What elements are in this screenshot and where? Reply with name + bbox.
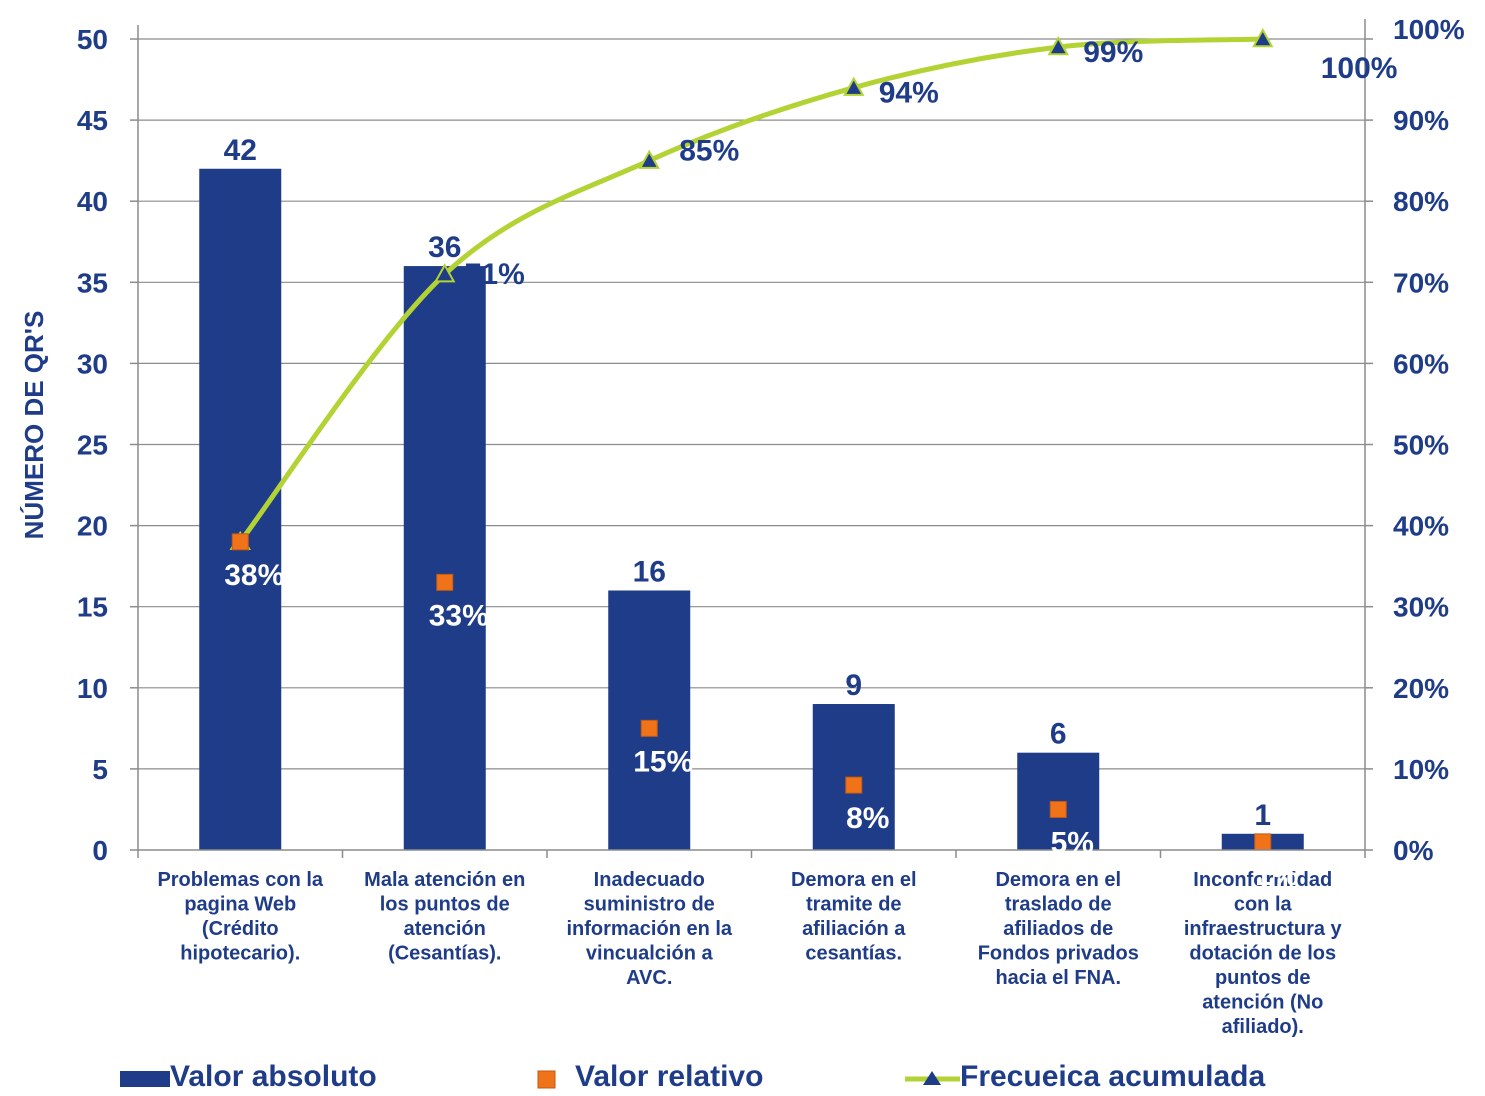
relative-value-label: 1% [1255, 859, 1298, 892]
relative-marker [436, 573, 454, 591]
bar-value-label: 1 [1254, 799, 1271, 832]
x-tick-label: hipotecario). [180, 943, 300, 965]
x-tick-label: suministro de [584, 894, 715, 916]
grid [138, 38, 1365, 770]
y-right-tick-label: 0% [1393, 835, 1434, 866]
x-tick-label: (Crédito [202, 918, 279, 940]
legend-bar-swatch [120, 1070, 960, 1089]
bar-value-label: 36 [428, 231, 461, 264]
relative-marker [1049, 800, 1067, 818]
y-right-tick-label: 20% [1393, 673, 1449, 704]
y-right-tick-label: 40% [1393, 511, 1449, 542]
relative-value-label: 8% [846, 802, 889, 835]
legend: Valor absoluto Valor relativo Frecueica … [0, 1060, 1485, 1096]
bar [199, 168, 282, 850]
y-left-tick-label: 5 [92, 754, 108, 785]
x-tick-label: traslado de [1005, 894, 1112, 916]
y-right-tick-label: 70% [1393, 267, 1449, 298]
y-left-tick-label: 40 [77, 186, 108, 217]
y-left-tick-label: 15 [77, 592, 108, 623]
x-tick-label: afiliados de [1003, 918, 1113, 940]
relative-marker [231, 533, 249, 551]
x-tick-label: con la [1234, 894, 1293, 916]
y-right-tick-label: 50% [1393, 430, 1449, 461]
y-left-tick-label: 25 [77, 430, 108, 461]
bar [403, 266, 486, 851]
data-labels: 42 36 16 9 6 1 71% 85% 94% 99% 100% 38% 33% 15% 8% 5% 1% [224, 36, 1398, 892]
cumulative-value-label: 85% [679, 135, 739, 168]
x-tick-label: Demora en el [791, 869, 917, 891]
cumulative-value-label: 99% [1083, 36, 1143, 69]
cumulative-point [1252, 27, 1274, 48]
cumulative-value-label: 94% [879, 77, 939, 110]
y-left-tick-label: 50 [77, 24, 108, 55]
relative-value-label: 15% [633, 745, 693, 778]
x-tick-label: hacia el FNA. [995, 967, 1121, 989]
bars [199, 168, 1304, 851]
x-tick-label: cesantías. [805, 943, 902, 965]
relative-marker [1254, 833, 1272, 851]
cumulative-point [1047, 36, 1069, 56]
y-left-tick-label: 10 [77, 673, 108, 704]
x-tick-label: afiliado). [1222, 1016, 1304, 1038]
y-left-tick-label: 45 [77, 105, 108, 136]
cumulative-point [434, 263, 456, 283]
y-right-tick-label: 80% [1393, 186, 1449, 217]
cumulative-value-label: 100% [1321, 52, 1398, 85]
y-left-tick-label: 35 [77, 267, 108, 298]
y-right-tick-label: 30% [1393, 592, 1449, 623]
relative-marker [640, 719, 658, 737]
relative-markers [231, 533, 1272, 851]
x-tick-label: (Cesantías). [388, 943, 501, 965]
legend-label-relative: Valor relativo [575, 1060, 764, 1093]
x-tick-label: tramite de [806, 894, 902, 916]
bar-value-label: 16 [633, 555, 666, 588]
axes: 0 5 10 15 20 25 30 35 40 45 50 0% 10% 20% 30% 40% 50% 60%… [77, 14, 1465, 1038]
legend-label-absolute: Valor absoluto [170, 1060, 377, 1093]
x-tick-label: vincualción a [586, 943, 714, 965]
y-right-tick-label: 100% [1393, 14, 1465, 45]
x-tick-label: Mala atención en [364, 869, 525, 891]
pareto-chart: 0 5 10 15 20 25 30 35 40 45 50 0% 10% 20% 30% 40% 50% 60%… [19, 14, 1465, 1038]
legend-label-cumulative: Frecueica acumulada [960, 1060, 1266, 1093]
bar-value-label: 6 [1050, 718, 1067, 751]
x-tick-label: Inadecuado [594, 869, 705, 891]
y-right-tick-label: 10% [1393, 754, 1449, 785]
y-right-tick-label: 90% [1393, 105, 1449, 136]
x-tick-label: pagina Web [184, 894, 296, 916]
cumulative-point [843, 76, 865, 96]
cumulative-line-path [238, 36, 1263, 544]
y-left-tick-label: 0 [92, 835, 108, 866]
relative-value-label: 38% [224, 559, 284, 592]
bar-value-label: 42 [224, 134, 257, 167]
relative-value-label: 5% [1051, 826, 1094, 859]
x-tick-label: infraestructura y [1184, 918, 1343, 940]
bar-value-label: 9 [845, 669, 862, 702]
cumulative-point [638, 149, 660, 169]
x-tick-label: los puntos de [380, 894, 510, 916]
y-left-tick-label: 30 [77, 348, 108, 379]
x-tick-label: AVC. [626, 967, 672, 989]
relative-marker [845, 776, 863, 794]
x-tick-label: Problemas con la [157, 869, 323, 891]
x-tick-label: Demora en el [995, 869, 1121, 891]
cumulative-line [229, 27, 1274, 551]
y-axis-title: NÚMERO DE QR'S [19, 311, 49, 540]
y-right-tick-label: 60% [1393, 348, 1449, 379]
y-left-tick-label: 20 [77, 511, 108, 542]
cumulative-value-label: 71% [465, 258, 525, 291]
x-tick-label: puntos de [1215, 967, 1311, 989]
x-tick-label: información en la [566, 918, 732, 940]
x-tick-label: atención [404, 918, 486, 940]
x-tick-label: atención (No [1202, 992, 1323, 1014]
x-tick-label: Fondos privados [978, 943, 1139, 965]
x-tick-label: dotación de los [1189, 943, 1336, 965]
relative-value-label: 33% [429, 599, 489, 632]
x-tick-label: Inconformidad [1193, 869, 1332, 891]
x-tick-label: afiliación a [802, 918, 906, 940]
